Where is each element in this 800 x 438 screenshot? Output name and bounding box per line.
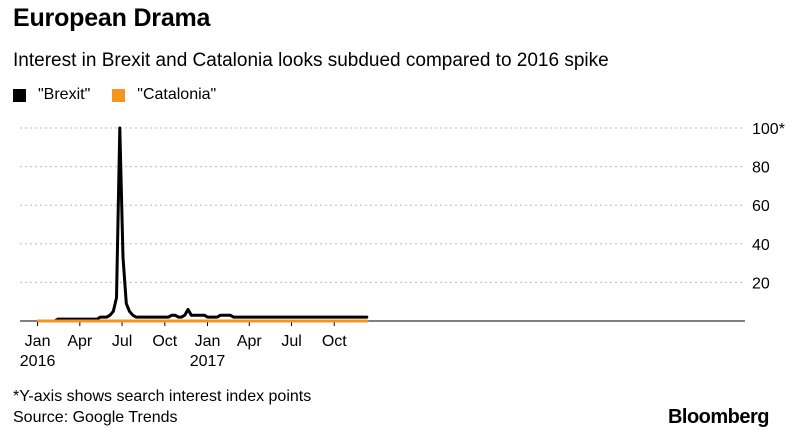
legend-swatch-catalonia bbox=[112, 88, 126, 102]
x-tick-label: Jan bbox=[25, 333, 51, 350]
series-line-brexit bbox=[37, 126, 369, 323]
footnote-text: *Y-axis shows search interest index poin… bbox=[13, 388, 312, 405]
legend-label-catalonia: "Catalonia" bbox=[137, 86, 217, 103]
legend: "Brexit" "Catalonia" bbox=[13, 84, 238, 106]
x-tick-label: Oct bbox=[322, 333, 347, 350]
x-tick-label: Jul bbox=[281, 333, 301, 350]
source-text: Source: Google Trends bbox=[13, 409, 178, 426]
y-tick-label: 20 bbox=[752, 275, 770, 292]
bloomberg-logo: Bloomberg bbox=[667, 406, 770, 428]
legend-swatch-brexit bbox=[13, 88, 26, 102]
y-tick-label: 40 bbox=[752, 237, 770, 254]
x-tick-label: Jul bbox=[112, 333, 132, 350]
x-tick-label: Jan bbox=[195, 333, 221, 350]
y-tick-label: 100* bbox=[752, 121, 785, 138]
legend-label-brexit: "Brexit" bbox=[38, 86, 91, 103]
chart-subtitle: Interest in Brexit and Catalonia looks s… bbox=[13, 50, 609, 71]
x-tick-sublabel: 2017 bbox=[190, 353, 226, 370]
chart-title: European Drama bbox=[13, 4, 211, 32]
y-tick-label: 60 bbox=[752, 198, 770, 215]
x-tick-sublabel: 2016 bbox=[20, 353, 56, 370]
x-tick-label: Apr bbox=[67, 333, 93, 350]
x-tick-label: Apr bbox=[237, 333, 263, 350]
legend-item-brexit: "Brexit" bbox=[13, 86, 90, 104]
y-tick-label: 80 bbox=[752, 160, 770, 177]
x-tick-label: Oct bbox=[152, 333, 177, 350]
footnote: *Y-axis shows search interest index poin… bbox=[13, 386, 311, 428]
legend-item-catalonia: "Catalonia" bbox=[112, 86, 216, 104]
